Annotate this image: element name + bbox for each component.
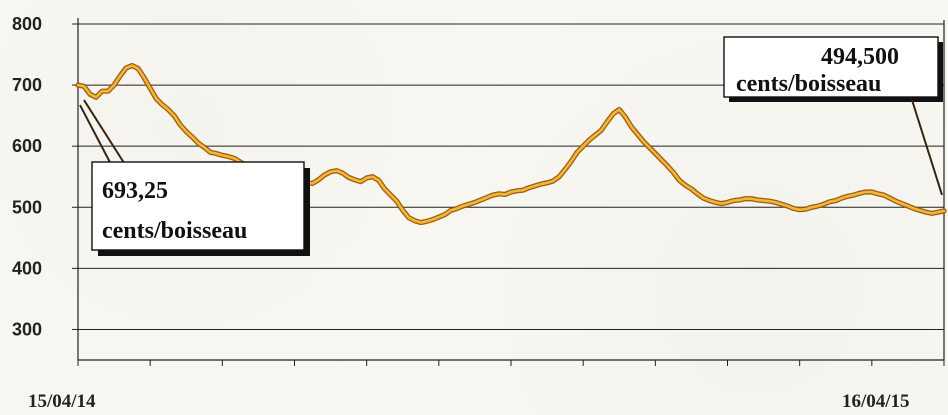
- annotation-start-unit-text: cents/boisseau: [102, 218, 247, 244]
- annotation-start-connector-2: [79, 104, 115, 171]
- annotation-start-box: [91, 161, 305, 251]
- annotation-start-value-text: 693,25: [102, 178, 168, 204]
- y-tick-label-700: 700: [12, 75, 42, 95]
- annotation-layer: 693,25cents/boisseau494,500cents/boissea…: [79, 36, 943, 256]
- axis-layer: 800 700 600 500 400 300 15/04/14 16/04/15: [12, 14, 945, 412]
- series-layer: [75, 62, 947, 226]
- annotation-end-box: [723, 36, 939, 98]
- x-tick-label-start: 15/04/14: [28, 391, 96, 412]
- y-tick-label-300: 300: [12, 319, 42, 339]
- y-tick-label-600: 600: [12, 136, 42, 156]
- y-tick-label-400: 400: [12, 258, 42, 278]
- price-series-line: [76, 64, 946, 224]
- annotation-end-connector: [911, 99, 943, 196]
- x-tick-label-end: 16/04/15: [842, 391, 910, 412]
- annotation-end-unit-text: cents/boisseau: [736, 71, 881, 97]
- y-tick-label-800: 800: [12, 14, 42, 34]
- annotation-start-connector-1: [83, 99, 127, 167]
- annotation-end-value-text: 494,500: [821, 44, 899, 70]
- y-tick-label-500: 500: [12, 197, 42, 217]
